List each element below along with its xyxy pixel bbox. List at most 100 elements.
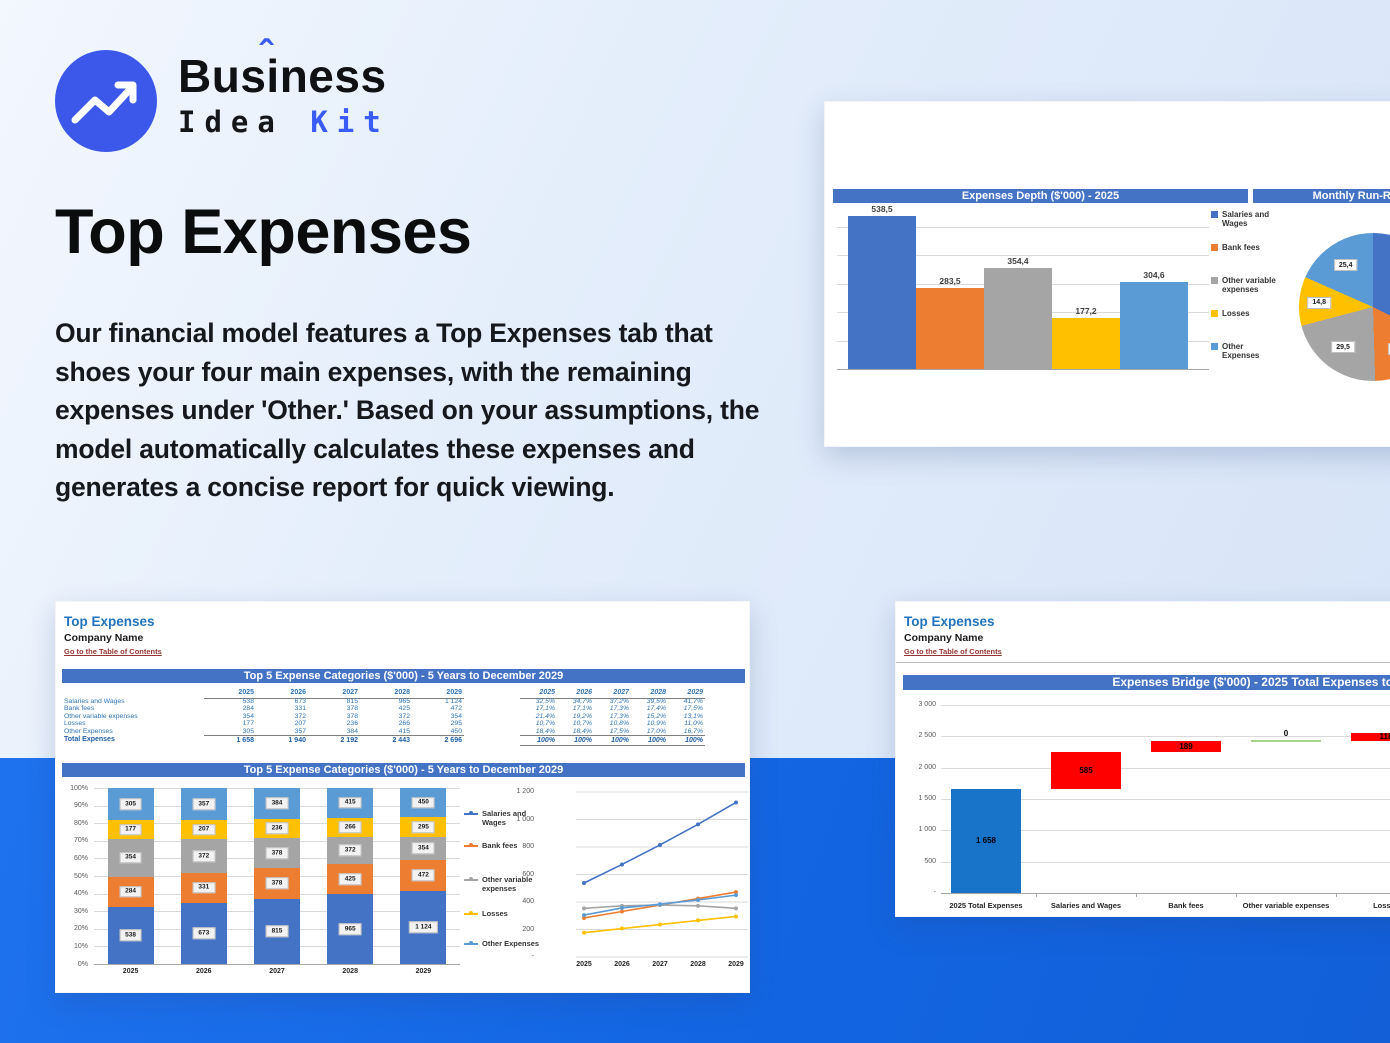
top5-expense-table: 2025 2026 2027 2028 2029 2025 2026 2027 2028 2029… — [64, 688, 705, 746]
x-tick-Salaries and Wages: Salaries and Wages — [1050, 901, 1122, 910]
cell-value: 2 443 — [360, 734, 412, 746]
data-point — [658, 842, 662, 847]
cell-pct: 41,7% — [683, 698, 703, 705]
cell-value: 673 — [294, 698, 306, 705]
segment-label: 425 — [338, 873, 362, 885]
bar-Other variable expenses — [984, 267, 1052, 369]
stacked-bar-chart: 538 284 354 177 305 673 331 372 207 357 815 378 378 2… — [94, 788, 460, 965]
pie-label-Losses: 14,8 — [1307, 296, 1331, 309]
legend-item-Bank fees: Bank fees — [1211, 243, 1280, 252]
logo-trend-icon — [55, 50, 157, 152]
segment-label: 538 — [119, 929, 143, 942]
row-label: Bank fees — [64, 705, 95, 713]
screenshot-top5-expenses-card: Top Expenses Company Name Go to the Tabl… — [55, 601, 750, 993]
legend-label: Other Expenses — [482, 939, 540, 948]
x-tick-2025: 2025 — [122, 968, 139, 975]
segment-label: 378 — [265, 877, 289, 890]
screenshot-expenses-bridge-card: Top Expenses Company Name Go to the Tabl… — [895, 601, 1390, 917]
cell-pct: 17,1% — [535, 705, 555, 713]
legend-item-Losses: Losses — [1211, 309, 1280, 318]
cell-value: 2029 — [412, 688, 464, 699]
x-axis-line — [94, 964, 460, 965]
cell-pct: 13,1% — [683, 712, 703, 720]
x-tick-2025: 2025 — [576, 961, 592, 968]
table-of-contents-link[interactable]: Go to the Table of Contents — [64, 647, 162, 656]
y-tick-20%: 20% — [73, 925, 88, 933]
bar-Bank fees — [1151, 740, 1221, 753]
gridline — [941, 861, 1390, 863]
y-tick-60%: 60% — [73, 854, 88, 862]
y-tick-10%: 10% — [73, 942, 88, 950]
cell-pct: 17,0% — [646, 727, 666, 735]
segment-label: 472 — [411, 869, 435, 881]
cell-value: 2 192 — [308, 734, 360, 746]
table-of-contents-link[interactable]: Go to the Table of Contents — [904, 647, 1002, 656]
spacer — [464, 728, 520, 735]
cell-pct: 32,5% — [535, 698, 555, 705]
bar-Other Expenses — [1120, 282, 1188, 369]
gridline — [941, 736, 1390, 738]
legend-dot — [469, 877, 473, 881]
cell-value: 815 — [346, 698, 358, 705]
table-year-header-row: 2025 2026 2027 2028 2029 2025 2026 2027 2028 2029 — [64, 688, 705, 699]
x-axis-tick — [1036, 893, 1037, 897]
cell-pct: 18,4% — [572, 727, 592, 735]
bar-label: 118 — [1379, 731, 1390, 741]
legend-marker — [464, 876, 478, 884]
bar-Salaries and Wages — [848, 215, 916, 369]
cell-value: 1 658 — [204, 734, 256, 746]
legend-label: Other variable expenses — [1222, 276, 1276, 295]
data-point — [696, 918, 700, 923]
segment-label: 965 — [338, 923, 362, 935]
y-tick-2 500: 2 500 — [918, 732, 936, 740]
legend-swatch — [1211, 244, 1218, 251]
legend-label: Salaries and Wages — [1222, 210, 1270, 229]
segment-label: 236 — [265, 822, 289, 835]
logo-line2-accent: Kit — [310, 105, 390, 139]
legend-marker — [464, 910, 478, 918]
segment-label: 673 — [192, 927, 216, 940]
table-row-Bank fees: Bank fees 284 331 378 425 472 17,1% 17,1% 17,3% 1… — [64, 705, 705, 712]
data-point — [696, 822, 700, 827]
top5-chart-header: Top 5 Expense Categories ($'000) - 5 Yea… — [62, 763, 745, 777]
runrate-chart-header: Monthly Run-Rate ($'000) - 2025 — [1253, 189, 1390, 203]
trend-line-chart — [576, 791, 748, 958]
cell-value: 305 — [242, 727, 254, 735]
data-point — [582, 915, 586, 920]
y-tick--: - — [531, 953, 534, 960]
cell-pct: 34,7% — [572, 698, 592, 705]
cell-pct: 2029 — [668, 688, 705, 699]
cell-pct: 100% — [557, 734, 594, 746]
data-point — [734, 800, 738, 805]
gridline — [837, 255, 1209, 256]
bridge-chart-header: Expenses Bridge ($'000) - 2025 Total Exp… — [903, 675, 1390, 690]
depth-chart-header: Expenses Depth ($'000) - 2025 — [833, 189, 1248, 203]
data-point — [734, 890, 738, 895]
row-label: Losses — [64, 720, 86, 728]
segment-label: 372 — [338, 844, 362, 857]
data-point — [620, 909, 624, 914]
gridline — [941, 704, 1390, 706]
legend-item-Other variable expenses: Other variable expenses — [464, 875, 544, 893]
cell-value: 284 — [242, 705, 254, 713]
table-total-row: Total Expenses 1 658 1 940 2 192 2 443 2 696 1… — [64, 734, 705, 746]
row-label: Salaries and Wages — [64, 698, 125, 705]
legend-dot — [469, 811, 473, 815]
cell-value: 207 — [294, 720, 306, 728]
x-tick-2027: 2027 — [269, 968, 285, 975]
legend-swatch — [1211, 310, 1218, 317]
data-point — [734, 906, 738, 911]
row-label: Other Expenses — [64, 727, 113, 735]
legend-marker — [464, 940, 478, 948]
screenshot-expenses-depth-card: Expenses Depth ($'000) - 2025 Monthly Ru… — [824, 101, 1390, 447]
bar-label: 585 — [1079, 765, 1093, 775]
cell-value: 236 — [346, 720, 358, 728]
cell-pct: 2027 — [594, 688, 631, 699]
y-tick-30%: 30% — [73, 907, 88, 915]
bar-Losses — [1052, 318, 1120, 369]
cell-value: 965 — [398, 698, 410, 705]
x-tick-2025 Total Expenses: 2025 Total Expenses — [949, 901, 1023, 910]
cell-pct: 100% — [631, 734, 668, 746]
data-point — [582, 881, 586, 886]
sheet-title: Top Expenses — [904, 614, 995, 629]
